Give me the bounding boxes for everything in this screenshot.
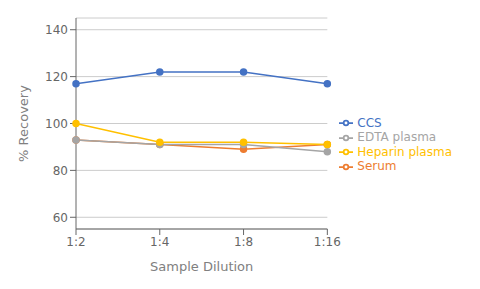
svg-text:80: 80 [53, 164, 68, 178]
svg-text:60: 60 [53, 211, 68, 225]
svg-text:1:16: 1:16 [314, 235, 341, 249]
svg-text:% Recovery: % Recovery [16, 85, 31, 162]
svg-text:1:8: 1:8 [234, 235, 253, 249]
svg-text:120: 120 [45, 70, 68, 84]
html-text:Heparin plasma: Heparin plasma [357, 144, 452, 159]
svg-text:140: 140 [45, 23, 68, 37]
svg-text:Sample Dilution: Sample Dilution [150, 259, 253, 274]
html-text:CCS: CCS [357, 115, 382, 130]
svg-text:1:2: 1:2 [66, 235, 85, 249]
svg-text:100: 100 [45, 117, 68, 131]
html-text:EDTA plasma: EDTA plasma [357, 130, 437, 144]
svg-text:1:4: 1:4 [150, 235, 169, 249]
html-text:Serum: Serum [357, 159, 397, 173]
